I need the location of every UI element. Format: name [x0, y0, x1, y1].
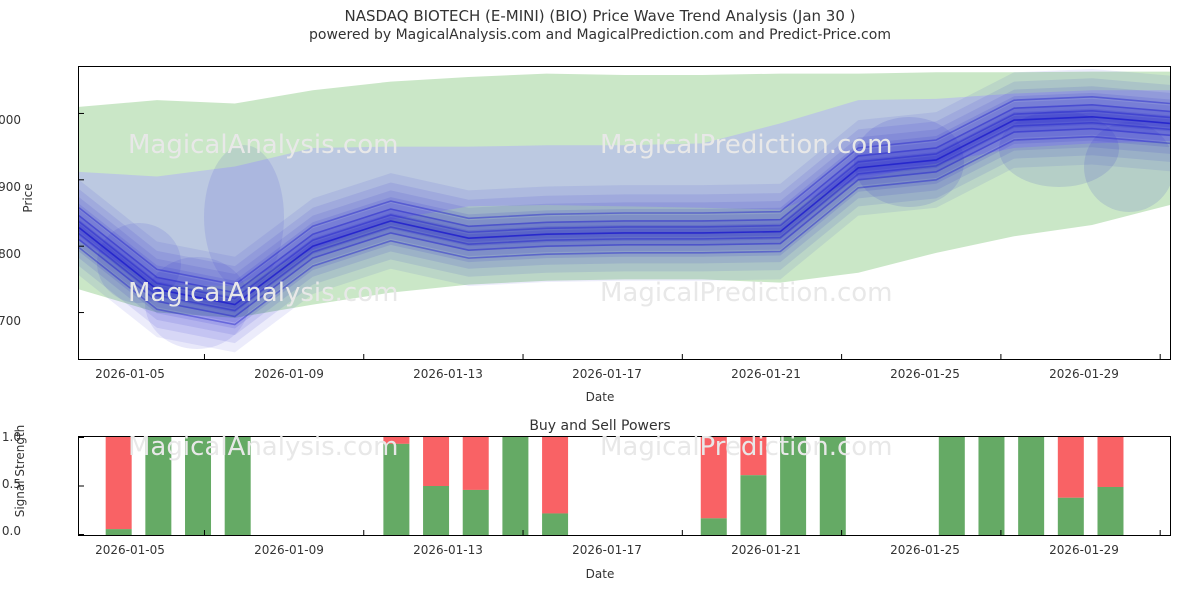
main-ytick-3: 6000	[0, 113, 21, 127]
main-ytick-0: 5700	[0, 314, 21, 328]
sub-xtick-6: 2026-01-29	[1049, 543, 1119, 557]
main-xtick-2: 2026-01-13	[413, 367, 483, 381]
sub-xtick-0: 2026-01-05	[95, 543, 165, 557]
sub-ytick-1: 0.5	[1, 477, 21, 491]
main-xtick-1: 2026-01-09	[254, 367, 324, 381]
main-ytick-1: 5800	[0, 247, 21, 261]
main-xtick-4: 2026-01-21	[731, 367, 801, 381]
sub-xtick-3: 2026-01-17	[572, 543, 642, 557]
sub-xtick-1: 2026-01-09	[254, 543, 324, 557]
sub-yaxis-label-wrap: Signal Strength	[4, 425, 27, 536]
main-ytick-2: 5900	[0, 180, 21, 194]
main-xtick-0: 2026-01-05	[95, 367, 165, 381]
sub-xtick-4: 2026-01-21	[731, 543, 801, 557]
sub-xaxis-label: Date	[585, 567, 615, 581]
buy-sell-powers-chart	[78, 436, 1171, 536]
sub-xtick-2: 2026-01-13	[413, 543, 483, 557]
main-xtick-3: 2026-01-17	[572, 367, 642, 381]
main-yaxis-label-wrap: Price	[12, 66, 35, 360]
main-xtick-5: 2026-01-25	[890, 367, 960, 381]
sub-xtick-5: 2026-01-25	[890, 543, 960, 557]
page-title: NASDAQ BIOTECH (E-MINI) (BIO) Price Wave…	[344, 7, 856, 25]
chart-title-block: NASDAQ BIOTECH (E-MINI) (BIO) Price Wave…	[0, 6, 1200, 45]
main-xaxis-label: Date	[585, 390, 615, 404]
sub-chart-title: Buy and Sell Powers	[529, 418, 671, 434]
sub-ytick-0: 0.0	[1, 524, 21, 538]
sub-yaxis-label: Signal Strength	[13, 424, 27, 518]
page-subtitle: powered by MagicalAnalysis.com and Magic…	[309, 27, 891, 43]
price-wave-chart	[78, 66, 1171, 360]
main-yaxis-label: Price	[21, 183, 35, 213]
main-xtick-6: 2026-01-29	[1049, 367, 1119, 381]
buy-sell-svg	[79, 437, 1161, 535]
sub-ytick-2: 1.0	[1, 430, 21, 444]
price-wave-svg	[79, 68, 1170, 359]
